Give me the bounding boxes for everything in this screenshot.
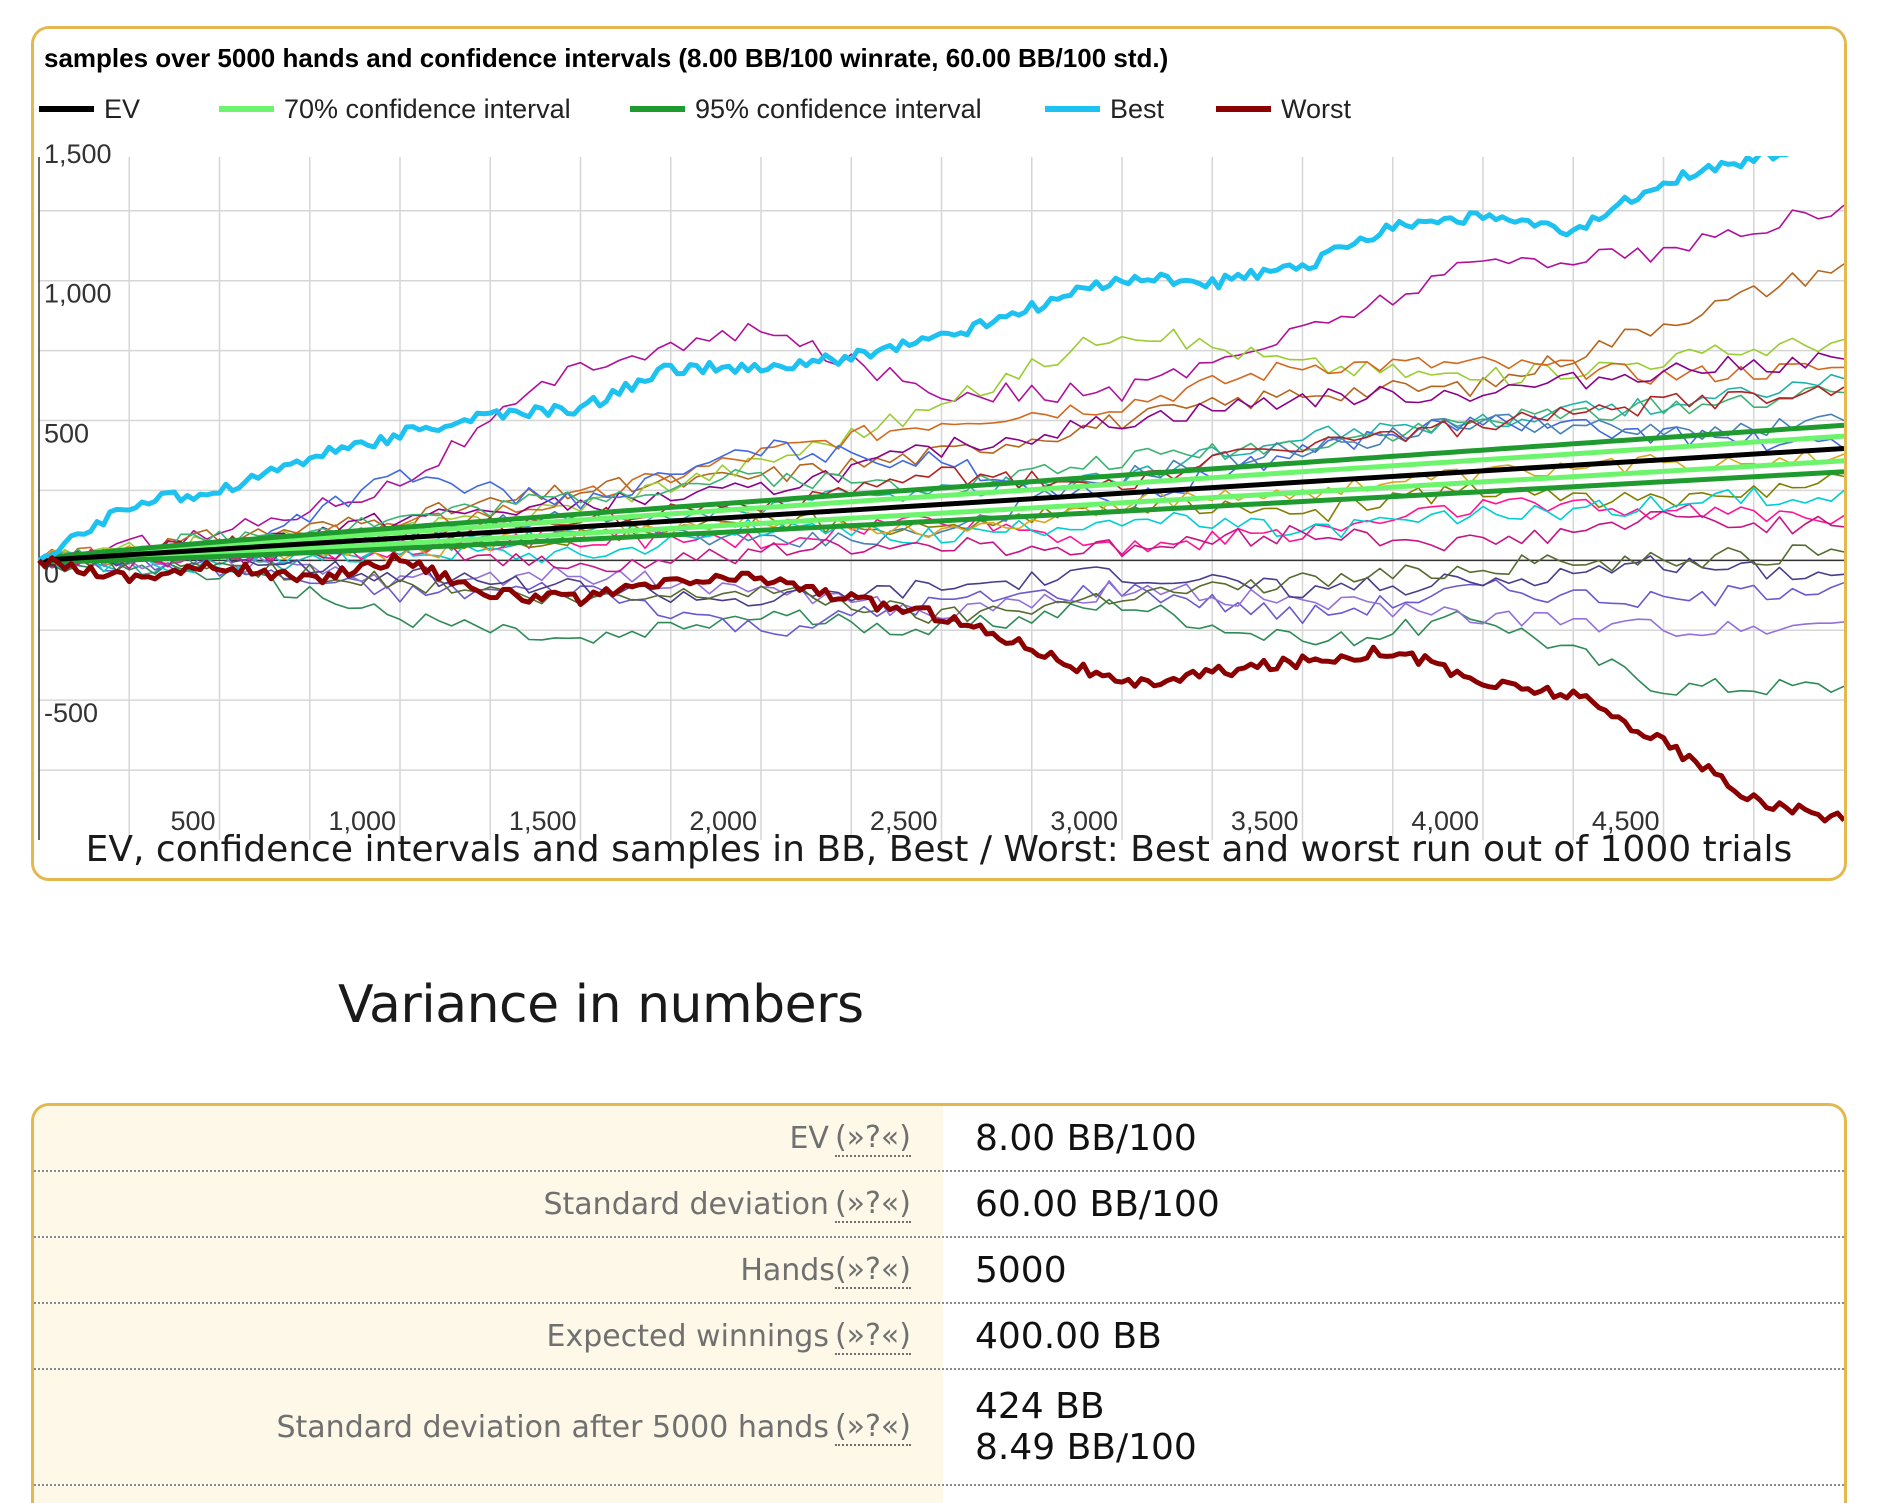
- stat-label: Hands: [740, 1252, 835, 1288]
- y-tick-label: 1,000: [44, 279, 112, 309]
- chart-title: samples over 5000 hands and confidence i…: [44, 43, 1168, 73]
- x-tick-label: 2,000: [689, 806, 757, 836]
- sample-series-line: [38, 544, 1844, 624]
- stats-row-ev: EV (»?«) 8.00 BB/100: [34, 1106, 1844, 1172]
- legend-label: Worst: [1281, 94, 1352, 124]
- stats-row-expected: Expected winnings (»?«) 400.00 BB: [34, 1304, 1844, 1370]
- worst-series-line: [37, 552, 1844, 824]
- sample-series-line: [38, 352, 1844, 563]
- stat-label: EV: [789, 1120, 829, 1156]
- stat-value: 8.49 BB/100: [975, 1427, 1197, 1468]
- legend-label: EV: [104, 94, 140, 124]
- sample-series-line: [38, 414, 1844, 563]
- sample-series-line: [38, 263, 1844, 566]
- chart-canvas: samples over 5000 hands and confidence i…: [34, 29, 1844, 840]
- x-tick-label: 500: [170, 806, 215, 836]
- x-tick-label: 3,500: [1231, 806, 1299, 836]
- stat-value: 60.00 BB/100: [975, 1183, 1220, 1225]
- stat-value: 424 BB: [975, 1386, 1105, 1427]
- chart-panel: samples over 5000 hands and confidence i…: [31, 26, 1847, 881]
- legend-label: 70% confidence interval: [284, 94, 571, 124]
- sample-series-line: [38, 204, 1844, 563]
- stat-label: Standard deviation: [543, 1186, 829, 1222]
- stat-value: 8.00 BB/100: [975, 1117, 1197, 1159]
- legend-label: Best: [1110, 94, 1165, 124]
- stat-label: Expected winnings: [546, 1318, 829, 1354]
- stat-value: 5000: [975, 1249, 1067, 1291]
- stats-row-next: [34, 1486, 1844, 1503]
- help-link[interactable]: (»?«): [834, 1317, 911, 1355]
- sample-series-line: [38, 510, 1844, 573]
- y-tick-label: -500: [44, 698, 98, 728]
- help-link[interactable]: (»?«): [834, 1119, 911, 1157]
- stats-row-std: Standard deviation (»?«) 60.00 BB/100: [34, 1172, 1844, 1238]
- legend-label: 95% confidence interval: [695, 94, 982, 124]
- stats-row-std-after: Standard deviation after 5000 hands (»?«…: [34, 1370, 1844, 1486]
- ci95-upper-line: [38, 422, 1844, 563]
- stat-label: Standard deviation after 5000 hands: [276, 1409, 829, 1445]
- chart-header-mask: [34, 29, 1844, 156]
- x-tick-label: 2,500: [870, 806, 938, 836]
- help-link[interactable]: (»?«): [834, 1185, 911, 1223]
- y-tick-label: 1,500: [44, 139, 112, 169]
- stats-row-hands: Hands (»?«) 5000: [34, 1238, 1844, 1304]
- ci70-upper-line: [38, 433, 1844, 563]
- y-tick-label: 0: [44, 558, 59, 588]
- x-tick-label: 4,500: [1592, 806, 1660, 836]
- stat-value: 400.00 BB: [975, 1315, 1162, 1357]
- help-link[interactable]: (»?«): [834, 1408, 911, 1446]
- chart-caption: EV, confidence intervals and samples in …: [85, 829, 1793, 870]
- section-title: Variance in numbers: [338, 975, 864, 1035]
- ev-line: [38, 445, 1844, 563]
- ci95-lower-line: [38, 469, 1844, 565]
- x-tick-label: 1,500: [509, 806, 577, 836]
- stats-table: EV (»?«) 8.00 BB/100 Standard deviation …: [31, 1103, 1847, 1503]
- x-tick-label: 3,000: [1050, 806, 1118, 836]
- best-series-line: [37, 138, 1844, 563]
- help-link[interactable]: (»?«): [834, 1251, 911, 1289]
- ci70-lower-line: [38, 458, 1844, 564]
- y-tick-label: 500: [44, 419, 89, 449]
- x-tick-label: 1,000: [328, 806, 396, 836]
- x-tick-label: 4,000: [1411, 806, 1479, 836]
